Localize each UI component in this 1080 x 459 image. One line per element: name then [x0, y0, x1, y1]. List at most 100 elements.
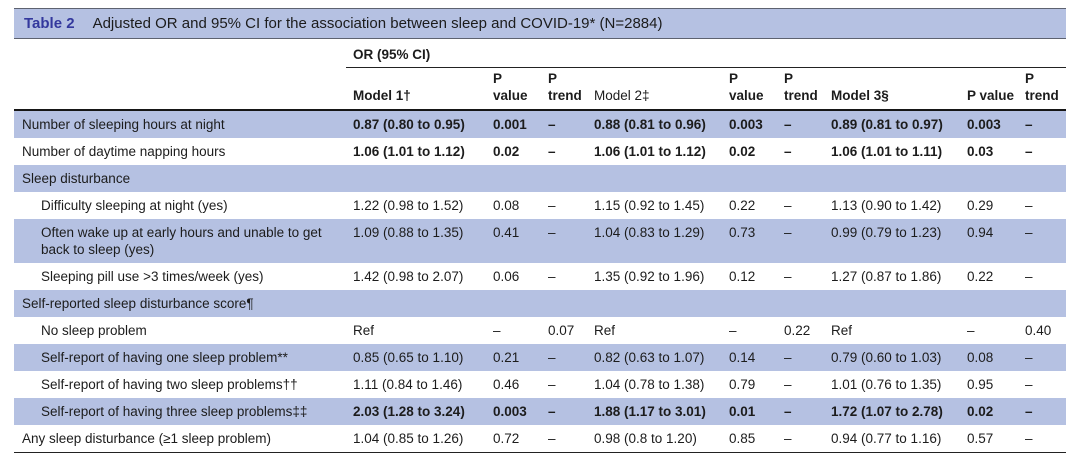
row-label: Self-report of having one sleep problem*… — [41, 350, 288, 365]
p-value-cell: 0.29 — [967, 198, 994, 213]
p-value-cell: 0.57 — [960, 425, 1018, 453]
or-ci-cell: 0.82 (0.63 to 1.07) — [594, 350, 705, 365]
section-row: Sleep disturbance — [14, 165, 1067, 192]
p-trend-cell: – — [541, 425, 587, 453]
or-ci-cell: Ref — [353, 323, 375, 338]
p-value-cell: – — [729, 323, 737, 338]
p-value-cell: 0.73 — [729, 225, 756, 240]
p-trend-cell: – — [1025, 225, 1033, 240]
p-trend-cell: – — [784, 377, 792, 392]
or-ci-cell: 1.04 (0.83 to 1.29) — [594, 225, 705, 240]
p-trend-cell: – — [777, 425, 824, 453]
or-ci-cell: 1.13 (0.90 to 1.42) — [831, 198, 942, 213]
p-trend-cell: – — [1025, 198, 1033, 213]
section-row: Self-reported sleep disturbance score¶ — [14, 290, 1067, 317]
p-trend-cell: 0.22 — [784, 323, 811, 338]
p-trend-cell: – — [548, 117, 556, 132]
p-trend-cell: 0.07 — [548, 323, 575, 338]
table-row: No sleep problem Ref – 0.07 Ref – 0.22 Ref – 0.40 — [14, 317, 1066, 344]
or-ci-cell: 1.22 (0.98 to 1.52) — [353, 198, 464, 213]
p-value-cell: 0.003 — [967, 117, 1001, 132]
table-row: Number of daytime napping hours 1.06 (1.0… — [14, 138, 1066, 165]
p-trend-cell: – — [784, 144, 792, 159]
p-value-cell: 0.02 — [493, 144, 520, 159]
or-ci-cell: Ref — [594, 323, 616, 338]
table-row: Difficulty sleeping at night (yes) 1.22 (… — [14, 192, 1066, 219]
column-header-pvalue2: P value — [722, 67, 777, 111]
p-value-cell: 0.95 — [967, 377, 994, 392]
p-value-cell: 0.02 — [729, 144, 756, 159]
p-trend-cell: – — [1025, 404, 1033, 419]
column-header-pvalue1: P value — [486, 67, 541, 111]
p-value-cell: – — [493, 323, 501, 338]
p-trend-cell: – — [1025, 117, 1033, 132]
p-value-cell: 0.12 — [729, 269, 756, 284]
p-trend-cell: – — [1025, 377, 1033, 392]
p-trend-cell: – — [1025, 350, 1033, 365]
row-label: No sleep problem — [41, 323, 147, 338]
column-header-model3: Model 3§ — [824, 67, 960, 111]
or-ci-cell: 0.87 (0.80 to 0.95) — [353, 117, 465, 132]
table-row: Self-report of having one sleep problem*… — [14, 344, 1067, 371]
or-ci-cell: 0.94 (0.77 to 1.16) — [824, 425, 960, 453]
p-trend-cell: – — [784, 225, 792, 240]
p-value-cell: 0.003 — [729, 117, 763, 132]
row-label: Number of sleeping hours at night — [22, 117, 225, 132]
row-label: Self-report of having two sleep problems… — [41, 377, 298, 392]
table-body: Number of sleeping hours at night 0.87 (0… — [14, 110, 1067, 453]
column-header-model2: Model 2‡ — [587, 67, 722, 111]
or-ci-cell: 1.72 (1.07 to 2.78) — [831, 404, 943, 419]
p-trend-cell: – — [548, 144, 556, 159]
p-value-cell: 0.85 — [722, 425, 777, 453]
p-value-cell: 0.94 — [967, 225, 994, 240]
table-title: Adjusted OR and 95% CI for the associati… — [92, 15, 663, 32]
p-trend-cell: – — [548, 377, 556, 392]
column-header-ptrend2: P trend — [777, 67, 824, 111]
p-trend-cell: – — [784, 350, 792, 365]
or-ci-cell: 1.42 (0.98 to 2.07) — [353, 269, 464, 284]
column-header-row: Model 1† P value P trend Model 2‡ P valu… — [14, 67, 1067, 111]
or-ci-group-header: OR (95% CI) — [346, 39, 1067, 68]
table-caption-bar: Table 2 Adjusted OR and 95% CI for the a… — [14, 8, 1066, 39]
p-value-cell: 0.22 — [967, 269, 994, 284]
p-trend-cell: – — [548, 404, 556, 419]
or-ci-cell: 1.01 (0.76 to 1.35) — [831, 377, 942, 392]
or-ci-cell: 0.79 (0.60 to 1.03) — [831, 350, 942, 365]
or-ci-cell: 1.06 (1.01 to 1.12) — [594, 144, 706, 159]
or-ci-cell: 1.88 (1.17 to 3.01) — [594, 404, 706, 419]
p-value-cell: 0.14 — [729, 350, 756, 365]
table-row: Number of sleeping hours at night 0.87 (0… — [14, 110, 1067, 138]
results-table: OR (95% CI) Model 1† P value P trend Mod… — [14, 39, 1067, 453]
or-ci-cell: 1.35 (0.92 to 1.96) — [594, 269, 705, 284]
p-value-cell: 0.02 — [967, 404, 994, 419]
p-value-cell: 0.03 — [967, 144, 994, 159]
section-label: Sleep disturbance — [22, 171, 131, 186]
group-header-row: OR (95% CI) — [14, 39, 1067, 68]
row-label: Often wake up at early hours and unable … — [41, 225, 322, 257]
or-ci-cell: 1.06 (1.01 to 1.12) — [353, 144, 465, 159]
table-row: Often wake up at early hours and unable … — [14, 219, 1067, 263]
row-label: Number of daytime napping hours — [22, 144, 226, 159]
p-trend-cell: – — [1018, 425, 1067, 453]
p-trend-cell: – — [548, 350, 556, 365]
or-ci-cell: 1.11 (0.84 to 1.46) — [353, 377, 463, 392]
row-label: Self-report of having three sleep proble… — [41, 404, 308, 419]
p-value-cell: 0.001 — [493, 117, 527, 132]
row-label: Any sleep disturbance (≥1 sleep problem) — [14, 425, 346, 453]
p-trend-cell: – — [1025, 144, 1033, 159]
p-value-cell: 0.01 — [729, 404, 756, 419]
p-value-cell: 0.41 — [493, 225, 520, 240]
column-header-ptrend3: P trend — [1018, 67, 1067, 111]
empty-header-cell — [14, 39, 346, 68]
or-ci-cell: 0.85 (0.65 to 1.10) — [353, 350, 464, 365]
or-ci-cell: 1.09 (0.88 to 1.35) — [353, 225, 464, 240]
p-value-cell: 0.08 — [493, 198, 520, 213]
section-label: Self-reported sleep disturbance score¶ — [22, 296, 254, 311]
p-trend-cell: – — [784, 117, 792, 132]
p-value-cell: 0.21 — [493, 350, 520, 365]
table-row: Self-report of having three sleep proble… — [14, 398, 1067, 425]
p-trend-cell: – — [548, 225, 556, 240]
p-trend-cell: – — [784, 198, 792, 213]
column-header-rowlabel — [14, 67, 346, 111]
